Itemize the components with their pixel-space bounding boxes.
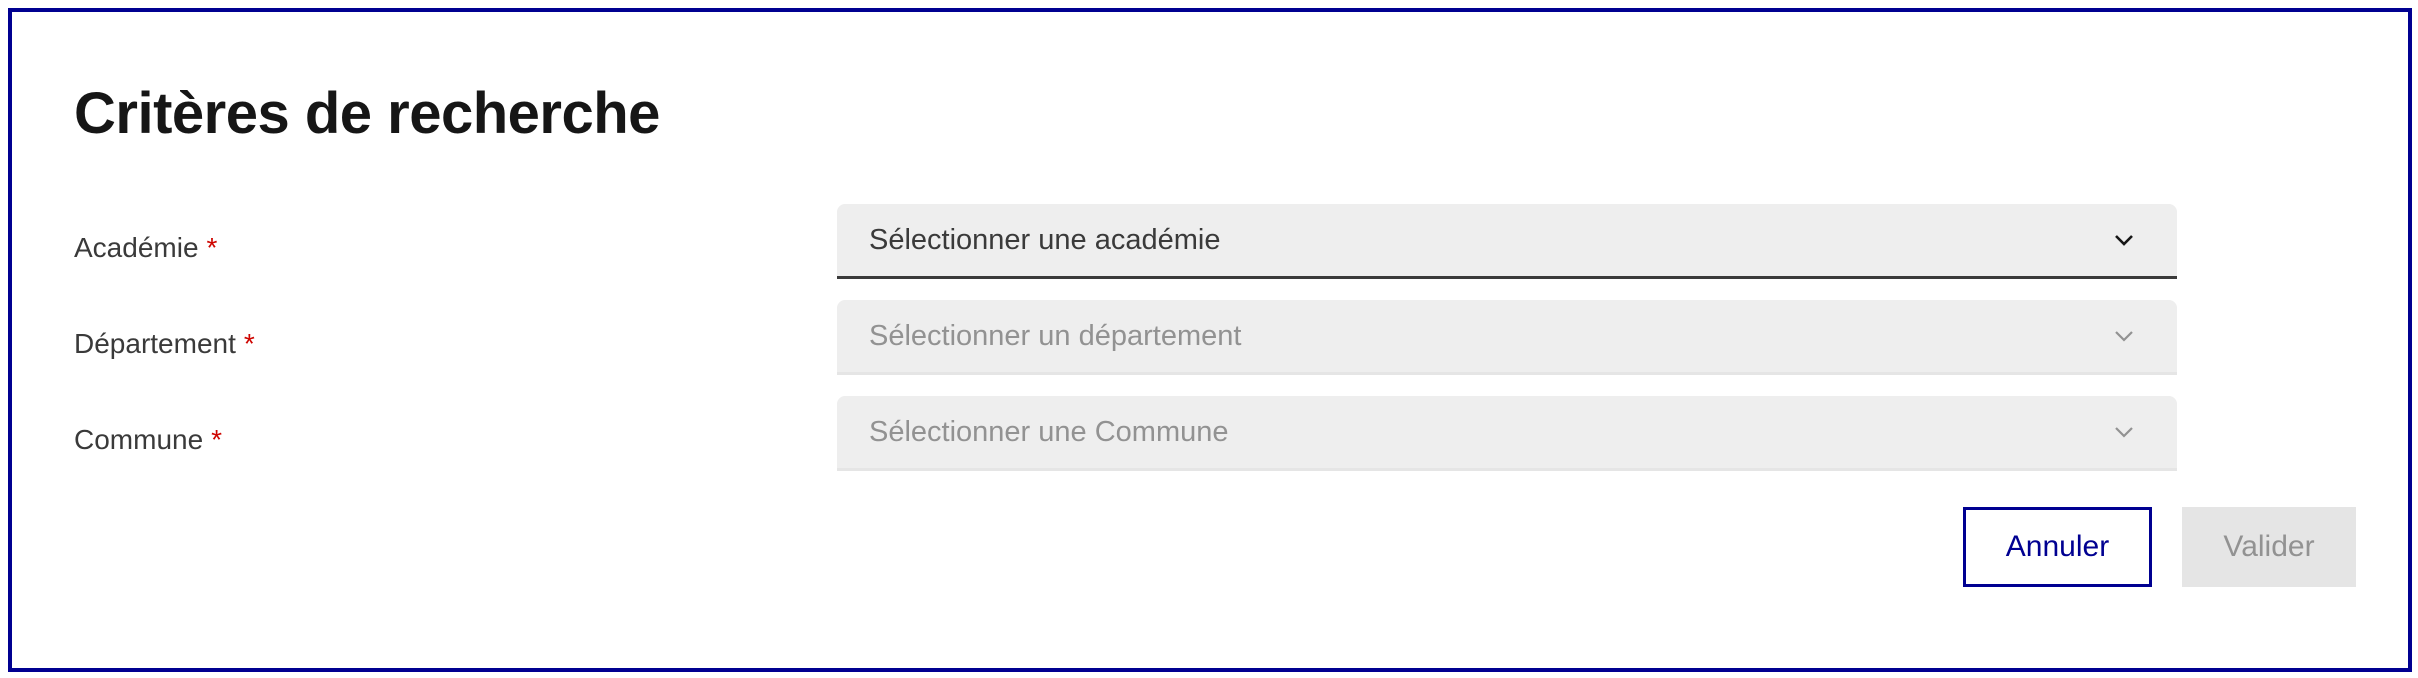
- departement-label-text: Département: [74, 328, 236, 359]
- academie-select-value: Sélectionner une académie: [869, 223, 1221, 256]
- required-asterisk: *: [243, 328, 255, 359]
- departement-label: Département *: [74, 324, 255, 364]
- required-asterisk: *: [206, 232, 218, 263]
- departement-select-value: Sélectionner un département: [869, 319, 1242, 352]
- academie-label: Académie *: [74, 228, 217, 268]
- cancel-button[interactable]: Annuler: [1963, 507, 2152, 587]
- academie-label-text: Académie: [74, 232, 199, 263]
- chevron-down-icon: [2109, 417, 2139, 447]
- submit-button[interactable]: Valider: [2182, 507, 2356, 587]
- chevron-down-icon: [2109, 321, 2139, 351]
- required-asterisk: *: [211, 424, 223, 455]
- academie-select[interactable]: Sélectionner une académie: [837, 204, 2177, 279]
- commune-select-value: Sélectionner une Commune: [869, 415, 1229, 448]
- departement-select[interactable]: Sélectionner un département: [837, 300, 2177, 375]
- commune-select[interactable]: Sélectionner une Commune: [837, 396, 2177, 471]
- search-criteria-panel: Critères de recherche Académie * Départem…: [8, 8, 2412, 672]
- chevron-down-icon: [2109, 225, 2139, 255]
- commune-label: Commune *: [74, 420, 222, 460]
- commune-label-text: Commune: [74, 424, 204, 455]
- page-title: Critères de recherche: [74, 81, 660, 146]
